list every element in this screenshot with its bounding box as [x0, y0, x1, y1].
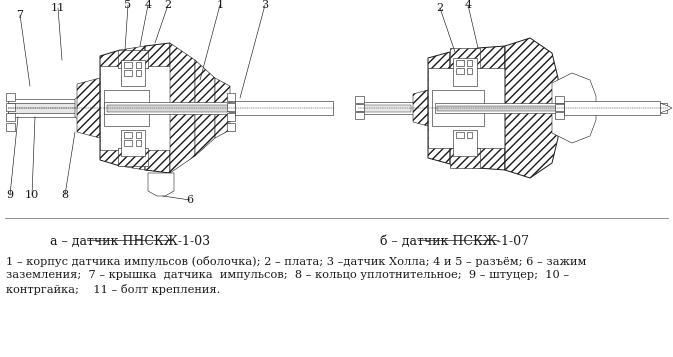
Bar	[6, 93, 15, 101]
Polygon shape	[215, 78, 230, 138]
Polygon shape	[450, 48, 478, 68]
Polygon shape	[120, 46, 145, 66]
Polygon shape	[552, 73, 596, 143]
Polygon shape	[505, 38, 558, 178]
Text: 1: 1	[217, 0, 223, 10]
Bar	[467, 60, 472, 66]
Bar	[564, 101, 660, 115]
Bar	[437, 106, 663, 111]
Bar	[358, 102, 413, 114]
Polygon shape	[413, 90, 428, 126]
Bar	[124, 70, 132, 76]
Bar	[227, 93, 235, 101]
Bar	[230, 106, 314, 110]
Bar	[136, 70, 141, 76]
Polygon shape	[77, 78, 100, 138]
Bar	[6, 103, 15, 111]
Text: контргайка;    11 – болт крепления.: контргайка; 11 – болт крепления.	[6, 284, 220, 295]
Polygon shape	[428, 52, 450, 164]
Bar	[355, 104, 364, 111]
Bar	[6, 123, 15, 131]
Bar	[435, 103, 667, 113]
Polygon shape	[170, 43, 195, 173]
Text: 9: 9	[7, 190, 13, 200]
Bar	[227, 113, 235, 121]
Bar	[121, 130, 145, 156]
Text: 7: 7	[17, 10, 24, 20]
Polygon shape	[478, 46, 505, 170]
Bar	[467, 132, 472, 138]
Bar	[428, 68, 505, 148]
Bar	[136, 140, 141, 146]
Bar	[555, 112, 564, 119]
Bar	[453, 58, 477, 86]
Bar	[124, 140, 132, 146]
Polygon shape	[100, 50, 120, 166]
Bar	[8, 103, 75, 113]
Bar	[456, 68, 464, 74]
Bar	[136, 62, 141, 68]
Polygon shape	[450, 148, 478, 168]
Text: 8: 8	[61, 190, 69, 200]
Text: б – датчик ПСКЖ-1-07: б – датчик ПСКЖ-1-07	[380, 235, 530, 248]
Polygon shape	[145, 43, 170, 173]
Bar	[150, 173, 172, 191]
Bar	[432, 90, 484, 126]
Bar	[104, 102, 329, 114]
Bar	[453, 130, 477, 156]
Bar	[456, 132, 464, 138]
Bar	[121, 60, 145, 86]
Bar	[229, 104, 315, 112]
Bar	[124, 62, 132, 68]
Bar	[118, 148, 148, 166]
Bar	[118, 50, 148, 68]
Text: 10: 10	[25, 190, 39, 200]
Text: 4: 4	[145, 0, 151, 10]
Polygon shape	[120, 150, 145, 170]
Bar	[235, 101, 333, 115]
Bar	[124, 132, 132, 138]
Bar	[555, 104, 564, 111]
Text: 2: 2	[436, 3, 444, 13]
Bar	[467, 68, 472, 74]
Bar	[456, 60, 464, 66]
Bar	[355, 112, 364, 119]
Bar	[450, 148, 480, 168]
Bar	[104, 90, 149, 126]
Bar	[227, 103, 235, 111]
Bar	[355, 96, 364, 103]
Text: 1 – корпус датчика импульсов (оболочка); 2 – плата; 3 –датчик Холла; 4 и 5 – раз: 1 – корпус датчика импульсов (оболочка);…	[6, 256, 586, 267]
Text: 2: 2	[164, 0, 172, 10]
Bar	[227, 123, 235, 131]
Bar	[136, 132, 141, 138]
Bar	[107, 105, 322, 111]
Polygon shape	[75, 94, 82, 122]
Bar	[450, 48, 480, 68]
Polygon shape	[195, 60, 215, 156]
Text: 6: 6	[186, 195, 194, 205]
Polygon shape	[148, 173, 174, 196]
Text: заземления;  7 – крышка  датчика  импульсов;  8 – кольцо уплотнительное;  9 – шт: заземления; 7 – крышка датчика импульсов…	[6, 270, 569, 280]
Bar	[100, 66, 170, 150]
Text: 4: 4	[464, 0, 472, 10]
Text: 5: 5	[125, 0, 131, 10]
Bar	[6, 113, 15, 121]
Bar	[8, 99, 75, 117]
Text: а – датчик ПНСКЖ-1-03: а – датчик ПНСКЖ-1-03	[50, 235, 210, 248]
Polygon shape	[315, 103, 333, 113]
Polygon shape	[660, 103, 672, 113]
Bar	[555, 96, 564, 103]
Text: 3: 3	[261, 0, 269, 10]
Bar	[360, 105, 411, 111]
Text: 11: 11	[51, 3, 65, 13]
